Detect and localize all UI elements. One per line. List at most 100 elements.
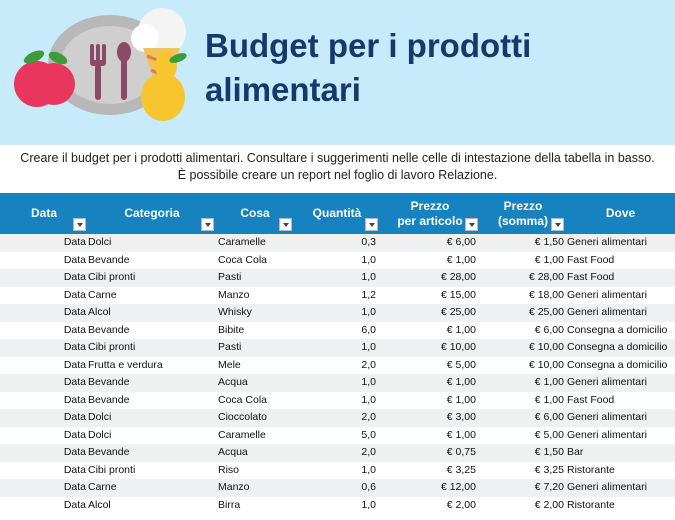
cell-prezzo-somma[interactable]: € 10,00 bbox=[528, 341, 564, 353]
cell-data[interactable]: Data bbox=[63, 306, 86, 318]
cell-cosa[interactable]: Coca Cola bbox=[218, 253, 268, 266]
cell-dove[interactable]: Consegna a domicilio bbox=[567, 323, 668, 336]
cell-cosa[interactable]: Whisky bbox=[218, 306, 252, 318]
cell-dove[interactable]: Generi alimentari bbox=[567, 306, 647, 318]
cell-categoria[interactable]: Dolci bbox=[88, 428, 112, 441]
cell-categoria[interactable]: Alcol bbox=[88, 498, 111, 511]
cell-cosa[interactable]: Acqua bbox=[218, 446, 248, 458]
cell-data[interactable]: Data bbox=[63, 253, 86, 266]
cell-data[interactable]: Data bbox=[63, 376, 86, 388]
cell-data[interactable]: Data bbox=[63, 323, 86, 336]
cell-prezzo-articolo[interactable]: € 15,00 bbox=[440, 288, 476, 301]
cell-prezzo-somma[interactable]: € 6,00 bbox=[534, 323, 564, 336]
cell-quantita[interactable]: 1,0 bbox=[361, 271, 376, 283]
cell-quantita[interactable]: 1,0 bbox=[361, 463, 376, 476]
cell-categoria[interactable]: Cibi pronti bbox=[88, 271, 136, 283]
cell-categoria[interactable]: Bevande bbox=[88, 323, 130, 336]
cell-prezzo-somma[interactable]: € 7,20 bbox=[534, 481, 564, 493]
cell-dove[interactable]: Fast Food bbox=[567, 271, 615, 283]
cell-dove[interactable]: Fast Food bbox=[567, 253, 615, 266]
cell-data[interactable]: Data bbox=[63, 463, 86, 476]
cell-dove[interactable]: Bar bbox=[567, 446, 584, 458]
cell-prezzo-somma[interactable]: € 28,00 bbox=[528, 271, 564, 283]
cell-cosa[interactable]: Manzo bbox=[218, 481, 250, 493]
cell-quantita[interactable]: 5,0 bbox=[361, 428, 376, 441]
cell-prezzo-articolo[interactable]: € 1,00 bbox=[446, 323, 476, 336]
cell-categoria[interactable]: Cibi pronti bbox=[88, 341, 136, 353]
cell-data[interactable]: Data bbox=[63, 341, 86, 353]
cell-categoria[interactable]: Frutta e verdura bbox=[88, 358, 163, 371]
cell-dove[interactable]: Generi alimentari bbox=[567, 428, 647, 441]
cell-quantita[interactable]: 0,3 bbox=[361, 236, 376, 248]
cell-cosa[interactable]: Riso bbox=[218, 463, 240, 476]
cell-cosa[interactable]: Caramelle bbox=[218, 428, 266, 441]
cell-quantita[interactable]: 1,0 bbox=[361, 393, 376, 406]
cell-prezzo-articolo[interactable]: € 25,00 bbox=[440, 306, 476, 318]
cell-categoria[interactable]: Carne bbox=[88, 481, 117, 493]
cell-prezzo-somma[interactable]: € 1,00 bbox=[534, 376, 564, 388]
cell-quantita[interactable]: 1,0 bbox=[361, 341, 376, 353]
cell-categoria[interactable]: Dolci bbox=[88, 236, 112, 248]
cell-cosa[interactable]: Bibite bbox=[218, 323, 245, 336]
cell-data[interactable]: Data bbox=[63, 498, 86, 511]
cell-dove[interactable]: Consegna a domicilio bbox=[567, 358, 668, 371]
cell-categoria[interactable]: Cibi pronti bbox=[88, 463, 136, 476]
cell-prezzo-articolo[interactable]: € 28,00 bbox=[440, 271, 476, 283]
cell-prezzo-articolo[interactable]: € 0,75 bbox=[446, 446, 476, 458]
cell-quantita[interactable]: 1,0 bbox=[361, 306, 376, 318]
column-header-dove[interactable]: Dove bbox=[566, 193, 675, 234]
filter-dropdown-icon[interactable] bbox=[73, 218, 86, 231]
filter-dropdown-icon[interactable] bbox=[551, 218, 564, 231]
cell-dove[interactable]: Generi alimentari bbox=[567, 411, 647, 423]
cell-cosa[interactable]: Acqua bbox=[218, 376, 248, 388]
cell-prezzo-articolo[interactable]: € 1,00 bbox=[446, 428, 476, 441]
cell-dove[interactable]: Generi alimentari bbox=[567, 288, 647, 301]
column-header-data[interactable]: Data bbox=[0, 193, 88, 234]
cell-cosa[interactable]: Coca Cola bbox=[218, 393, 268, 406]
cell-cosa[interactable]: Mele bbox=[218, 358, 241, 371]
cell-prezzo-somma[interactable]: € 1,50 bbox=[534, 446, 564, 458]
cell-prezzo-somma[interactable]: € 2,00 bbox=[534, 498, 564, 511]
cell-quantita[interactable]: 0,6 bbox=[361, 481, 376, 493]
cell-dove[interactable]: Generi alimentari bbox=[567, 236, 647, 248]
filter-dropdown-icon[interactable] bbox=[365, 218, 378, 231]
cell-quantita[interactable]: 6,0 bbox=[361, 323, 376, 336]
cell-quantita[interactable]: 1,0 bbox=[361, 253, 376, 266]
cell-cosa[interactable]: Pasti bbox=[218, 271, 242, 283]
cell-categoria[interactable]: Bevande bbox=[88, 253, 130, 266]
cell-data[interactable]: Data bbox=[63, 428, 86, 441]
cell-quantita[interactable]: 2,0 bbox=[361, 446, 376, 458]
cell-quantita[interactable]: 2,0 bbox=[361, 358, 376, 371]
filter-dropdown-icon[interactable] bbox=[465, 218, 478, 231]
cell-prezzo-somma[interactable]: € 18,00 bbox=[528, 288, 564, 301]
cell-prezzo-somma[interactable]: € 1,50 bbox=[534, 236, 564, 248]
cell-categoria[interactable]: Dolci bbox=[88, 411, 112, 423]
column-header-cosa[interactable]: Cosa bbox=[216, 193, 294, 234]
cell-dove[interactable]: Generi alimentari bbox=[567, 376, 647, 388]
cell-quantita[interactable]: 2,0 bbox=[361, 411, 376, 423]
cell-cosa[interactable]: Manzo bbox=[218, 288, 250, 301]
cell-cosa[interactable]: Cioccolato bbox=[218, 411, 268, 423]
cell-cosa[interactable]: Birra bbox=[218, 498, 241, 511]
filter-dropdown-icon[interactable] bbox=[279, 218, 292, 231]
cell-prezzo-articolo[interactable]: € 5,00 bbox=[446, 358, 476, 371]
cell-data[interactable]: Data bbox=[63, 481, 86, 493]
cell-categoria[interactable]: Bevande bbox=[88, 446, 130, 458]
cell-prezzo-somma[interactable]: € 1,00 bbox=[534, 393, 564, 406]
cell-quantita[interactable]: 1,0 bbox=[361, 376, 376, 388]
cell-cosa[interactable]: Caramelle bbox=[218, 236, 266, 248]
cell-prezzo-articolo[interactable]: € 3,00 bbox=[446, 411, 476, 423]
column-header-prezzo-somma[interactable]: Prezzo (somma) bbox=[480, 193, 566, 234]
cell-data[interactable]: Data bbox=[63, 358, 86, 371]
cell-cosa[interactable]: Pasti bbox=[218, 341, 242, 353]
cell-prezzo-somma[interactable]: € 5,00 bbox=[534, 428, 564, 441]
cell-prezzo-articolo[interactable]: € 2,00 bbox=[446, 498, 476, 511]
cell-dove[interactable]: Ristorante bbox=[567, 463, 615, 476]
cell-prezzo-somma[interactable]: € 3,25 bbox=[534, 463, 564, 476]
cell-prezzo-articolo[interactable]: € 6,00 bbox=[446, 236, 476, 248]
column-header-prezzo-articolo[interactable]: Prezzo per articolo bbox=[380, 193, 480, 234]
cell-data[interactable]: Data bbox=[63, 288, 86, 301]
cell-data[interactable]: Data bbox=[63, 236, 86, 248]
cell-dove[interactable]: Fast Food bbox=[567, 393, 615, 406]
column-header-categoria[interactable]: Categoria bbox=[88, 193, 216, 234]
